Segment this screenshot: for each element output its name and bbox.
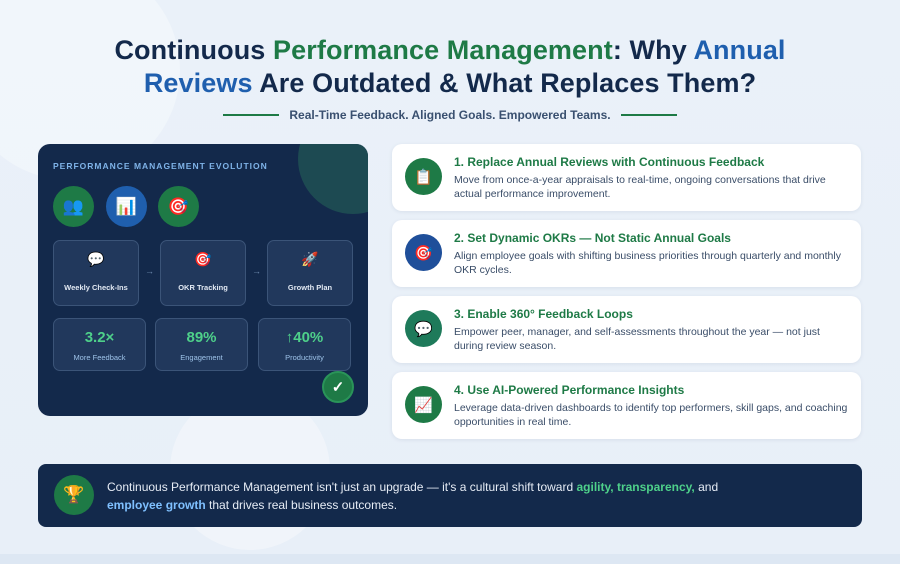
card-title: 3. Enable 360° Feedback Loops <box>454 307 633 321</box>
banner-highlight: employee growth <box>107 498 206 512</box>
panel-decoration <box>298 144 368 214</box>
rocket-icon: 🚀 <box>301 251 319 267</box>
card-dynamic-okrs: 🎯 2. Set Dynamic OKRs — Not Static Annua… <box>392 220 861 287</box>
card-title: 2. Set Dynamic OKRs — Not Static Annual … <box>454 231 731 245</box>
card-description: Move from once-a-year appraisals to real… <box>454 174 826 200</box>
summary-banner: 🏆 Continuous Performance Management isn'… <box>38 464 862 527</box>
arrow-right-icon: → <box>145 266 154 276</box>
step-okr-tracking: 🎯 OKR Tracking <box>160 240 246 306</box>
step-label: OKR Tracking <box>178 283 228 292</box>
banner-text-part: Continuous Performance Management isn't … <box>107 480 577 494</box>
step-growth-plan: 🚀 Growth Plan <box>267 240 353 306</box>
card-description: Empower peer, manager, and self-assessme… <box>454 326 820 352</box>
stat-productivity: ↑40% Productivity <box>258 318 351 371</box>
target-icon: 🎯 <box>158 186 199 227</box>
subtitle-row: Real-Time Feedback. Aligned Goals. Empow… <box>0 106 900 124</box>
title-highlight-blue: Annual <box>693 35 786 65</box>
subtitle: Real-Time Feedback. Aligned Goals. Empow… <box>289 108 611 122</box>
stat-engagement: 89% Engagement <box>155 318 248 371</box>
stat-more-feedback: 3.2× More Feedback <box>53 318 146 371</box>
arrow-right-icon: → <box>252 266 261 276</box>
stat-caption: Productivity <box>285 353 324 362</box>
checkmark-icon[interactable]: ✓ <box>322 371 354 403</box>
stat-caption: More Feedback <box>73 353 126 362</box>
step-weekly-check-ins: 💬 Weekly Check-Ins <box>53 240 139 306</box>
banner-text-part: and <box>694 480 719 494</box>
speech-bubble-icon: 💬 <box>405 310 442 347</box>
subtitle-divider <box>620 114 677 116</box>
speech-bubble-icon: 💬 <box>87 251 105 267</box>
title-highlight-blue: Reviews <box>143 68 253 98</box>
card-title: 1. Replace Annual Reviews with Continuou… <box>454 155 765 169</box>
title-text: Are Outdated & What Replaces Them? <box>252 68 757 98</box>
target-icon: 🎯 <box>194 251 212 267</box>
page-title: Continuous Performance Management: Why A… <box>40 34 860 100</box>
step-label: Growth Plan <box>287 283 333 292</box>
card-description: Align employee goals with shifting busin… <box>454 250 841 276</box>
banner-text: Continuous Performance Management isn't … <box>107 478 807 514</box>
card-360-feedback: 💬 3. Enable 360° Feedback Loops Empower … <box>392 296 861 363</box>
card-continuous-feedback: 📋 1. Replace Annual Reviews with Continu… <box>392 144 861 211</box>
title-highlight-green: Performance Management <box>273 35 613 65</box>
target-icon: 🎯 <box>405 234 442 271</box>
trophy-icon: 🏆 <box>54 475 94 515</box>
stat-value: 89% <box>186 329 217 346</box>
title-text: : Why <box>612 35 694 65</box>
card-ai-insights: 📈 4. Use AI-Powered Performance Insights… <box>392 372 861 439</box>
stat-caption: Engagement <box>180 353 223 362</box>
banner-highlight: agility, transparency, <box>576 480 695 494</box>
card-title: 4. Use AI-Powered Performance Insights <box>454 383 685 397</box>
bottom-strip <box>0 554 900 564</box>
bar-chart-icon: 📊 <box>106 186 147 227</box>
panel-heading: PERFORMANCE MANAGEMENT EVOLUTION <box>53 161 268 171</box>
title-text: Continuous <box>114 35 274 65</box>
clipboard-icon: 📋 <box>405 158 442 195</box>
banner-text-part: that drives real business outcomes. <box>205 498 398 512</box>
card-description: Leverage data-driven dashboards to ident… <box>454 402 848 428</box>
people-icon: 👥 <box>53 186 94 227</box>
stat-value: 3.2× <box>84 329 115 346</box>
step-label: Weekly Check-Ins <box>64 283 128 292</box>
subtitle-divider <box>223 114 280 116</box>
stat-value: ↑40% <box>285 329 324 346</box>
evolution-panel: PERFORMANCE MANAGEMENT EVOLUTION 👥 📊 🎯 💬… <box>38 144 368 416</box>
trend-chart-icon: 📈 <box>405 386 442 423</box>
